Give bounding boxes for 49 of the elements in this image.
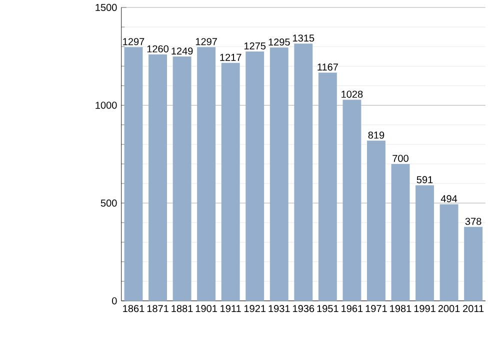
bar [440,204,458,301]
data-label: 591 [416,176,433,184]
x-tick-label: 1936 [293,305,314,312]
bar [221,62,240,301]
x-tick-label: 1951 [317,305,338,312]
y-tick-label: 1000 [96,102,117,109]
x-tick-label: 1931 [268,305,290,312]
bar [148,54,167,301]
data-label: 700 [392,154,408,162]
bar [342,100,362,301]
x-tick-label: 1861 [123,305,144,312]
bar [124,47,143,301]
bar [318,72,337,301]
x-tick-label: 1921 [244,305,266,312]
data-label: 494 [440,195,458,202]
data-label: 1295 [268,38,290,46]
data-label: 1028 [342,90,363,98]
data-label: 819 [368,132,384,139]
x-tick-label: 1881 [172,305,193,312]
x-tick-label: 1961 [342,305,363,312]
bar [294,44,313,301]
x-tick-label: 2011 [463,305,484,312]
bar [197,47,216,301]
x-tick-label: 1971 [366,305,387,312]
bar [246,51,264,301]
x-tick-label: 1981 [390,305,412,312]
x-tick-label: 2001 [438,305,460,312]
bar [270,48,288,301]
x-tick-label: 1901 [196,305,217,312]
bar [416,185,434,301]
data-label: 378 [465,218,482,225]
data-label: 1297 [196,38,217,46]
data-label: 1297 [123,38,144,46]
x-tick-label: 1871 [147,305,168,312]
data-label: 1260 [147,45,169,52]
data-label: 1217 [220,54,242,61]
y-tick-label: 1500 [96,4,117,12]
y-tick-label: 0 [112,297,117,304]
bar [464,226,483,301]
data-label: 1275 [244,42,266,50]
data-label: 1315 [293,34,314,42]
bar [367,140,386,301]
data-label: 1167 [318,64,338,71]
data-label: 1249 [172,47,193,55]
x-tick-label: 1991 [414,305,436,312]
bar [391,164,410,301]
y-tick-label: 500 [100,200,117,207]
x-tick-label: 1911 [220,305,241,312]
bar [172,56,192,301]
